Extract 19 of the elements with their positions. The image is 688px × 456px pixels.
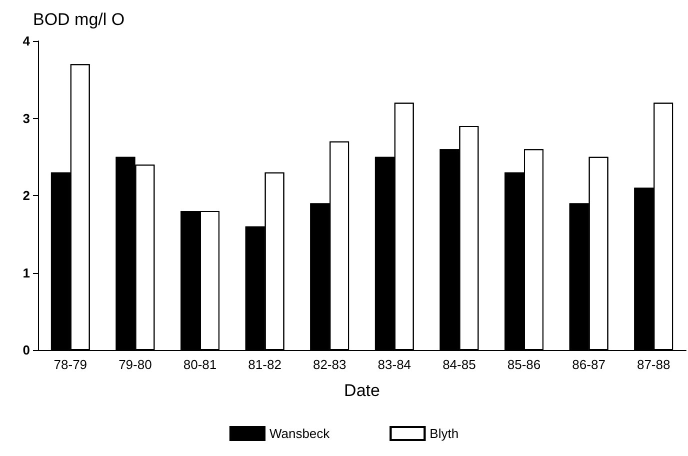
x-axis-title: Date [344, 381, 380, 400]
x-tick-label: 80-81 [183, 357, 217, 372]
x-tick-label: 81-82 [248, 357, 282, 372]
x-tick-label: 85-86 [507, 357, 541, 372]
y-tick-label: 1 [22, 265, 30, 280]
x-tick-label: 78-79 [54, 357, 88, 372]
x-tick-label: 84-85 [442, 357, 476, 372]
y-axis-title: BOD mg/l O [33, 10, 125, 29]
x-tick-label: 87-88 [636, 357, 670, 372]
x-tick-label: 83-84 [378, 357, 412, 372]
x-tick-label: 79-80 [118, 357, 152, 372]
legend-label: Wansbeck [269, 426, 330, 441]
y-tick-label: 4 [22, 34, 31, 48]
y-tick-label: 3 [22, 110, 30, 126]
y-tick-label: 2 [22, 188, 30, 203]
x-tick-label: 86-87 [572, 357, 606, 372]
x-tick-label: 82-83 [312, 357, 346, 372]
legend-label: Blyth [430, 426, 459, 441]
y-tick-label: 0 [22, 342, 30, 358]
